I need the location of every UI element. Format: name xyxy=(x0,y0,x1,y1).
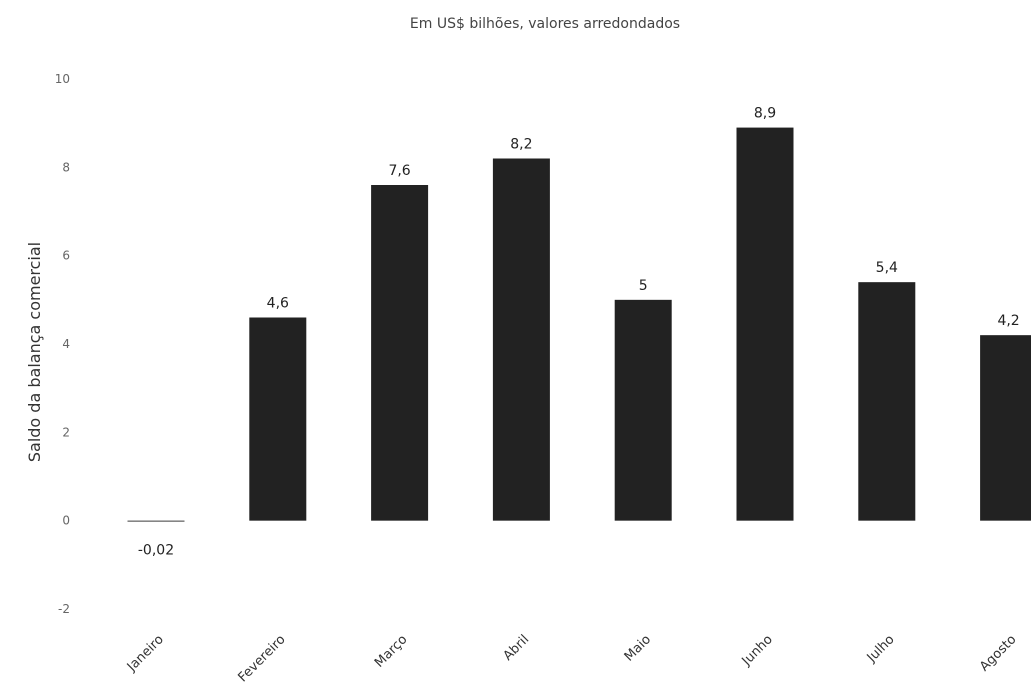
x-tick-label-maio: Maio xyxy=(622,632,654,664)
bar-março xyxy=(371,185,429,521)
bar-abril xyxy=(492,158,550,521)
x-tick-label-julho: Julho xyxy=(864,632,898,666)
bar-janeiro xyxy=(127,520,185,522)
chart-subtitle: Em US$ bilhões, valores arredondados xyxy=(410,16,680,32)
x-tick-label-agosto: Agosto xyxy=(977,632,1019,674)
data-label-março: 7,6 xyxy=(388,163,410,179)
y-tick-label: -2 xyxy=(58,602,70,616)
x-tick-label-março: Março xyxy=(372,632,410,670)
x-tick-label-fevereiro: Fevereiro xyxy=(235,632,288,685)
data-label-julho: 5,4 xyxy=(876,260,898,276)
x-tick-label-junho: Junho xyxy=(739,632,776,669)
y-tick-label: 0 xyxy=(62,514,70,528)
data-label-junho: 8,9 xyxy=(754,106,776,122)
bar-fevereiro xyxy=(249,317,307,521)
y-tick-label: 2 xyxy=(62,425,70,439)
y-tick-label: 6 xyxy=(62,249,70,263)
bar-junho xyxy=(736,127,794,521)
x-axis-ticks: Janeiro Fevereiro Março Abril Maio Junho Julho… xyxy=(124,632,1020,685)
bars-group xyxy=(127,127,1031,522)
data-label-maio: 5 xyxy=(639,278,648,294)
bar-maio xyxy=(614,299,672,521)
data-labels-group: -0,02 4,6 7,6 8,2 5 8,9 5,4 4,2 xyxy=(138,106,1020,559)
data-label-agosto: 4,2 xyxy=(997,313,1019,329)
data-label-abril: 8,2 xyxy=(510,137,532,153)
x-tick-label-janeiro: Janeiro xyxy=(124,632,167,675)
bar-agosto xyxy=(980,335,1031,521)
data-label-janeiro: -0,02 xyxy=(138,543,174,559)
y-axis-label: Saldo da balança comercial xyxy=(25,242,44,462)
data-label-fevereiro: 4,6 xyxy=(267,296,289,312)
bar-julho xyxy=(858,282,916,521)
y-tick-label: 4 xyxy=(62,337,70,351)
y-axis-ticks: -2 0 2 4 6 8 10 xyxy=(55,72,70,616)
x-tick-label-abril: Abril xyxy=(501,632,533,664)
y-tick-label: 8 xyxy=(62,160,70,174)
y-tick-label: 10 xyxy=(55,72,70,86)
